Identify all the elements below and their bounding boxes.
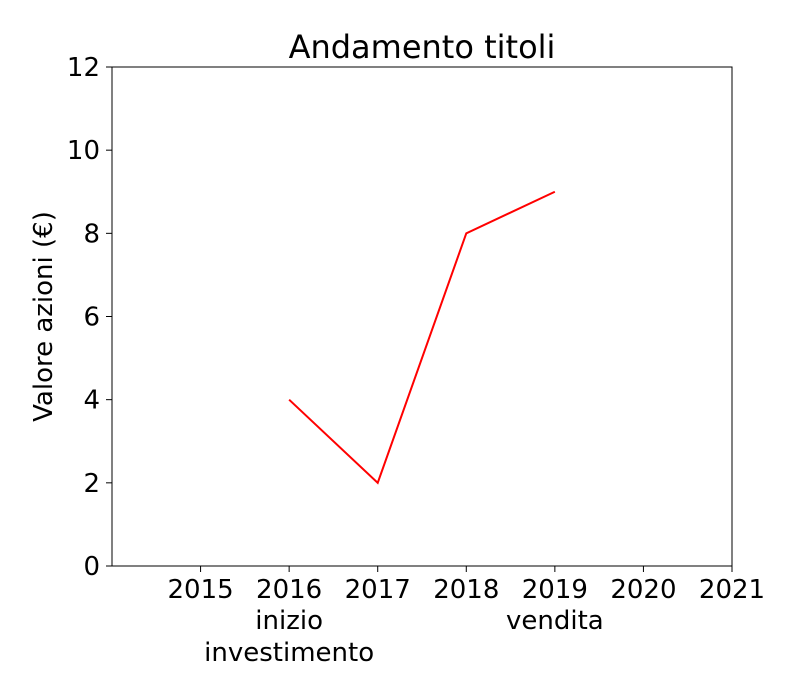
- x-axis: 2015 2016 2017 2018 2019 2020 2021: [167, 566, 765, 605]
- x-tick-label: 2016: [256, 575, 322, 605]
- y-axis: 0 2 4 6 8 10 12: [67, 53, 112, 582]
- x-tick-label: 2021: [699, 575, 765, 605]
- y-tick-label: 10: [67, 136, 100, 166]
- x-annotation-label: investimento: [204, 638, 374, 668]
- series-line: [288, 190, 556, 485]
- y-tick-label: 0: [83, 552, 100, 582]
- y-tick-label: 6: [83, 303, 100, 333]
- y-tick-label: 8: [83, 219, 100, 249]
- chart-title: Andamento titoli: [289, 28, 556, 66]
- plot-area: [288, 190, 556, 485]
- x-tick-label: 2015: [167, 575, 233, 605]
- x-tick-label: 2017: [345, 575, 411, 605]
- x-annotation-label: inizio: [255, 606, 323, 636]
- y-axis-label-group: Valore azioni (€): [29, 211, 59, 422]
- x-tick-label: 2018: [433, 575, 499, 605]
- y-axis-label: Valore azioni (€): [29, 211, 59, 422]
- x-annotation-label: vendita: [506, 606, 604, 636]
- y-tick-label: 2: [83, 469, 100, 499]
- x-tick-label: 2020: [610, 575, 676, 605]
- plot-frame: [111, 66, 733, 567]
- x-tick-label: 2019: [522, 575, 588, 605]
- y-tick-label: 4: [83, 386, 100, 416]
- y-tick-label: 12: [67, 53, 100, 83]
